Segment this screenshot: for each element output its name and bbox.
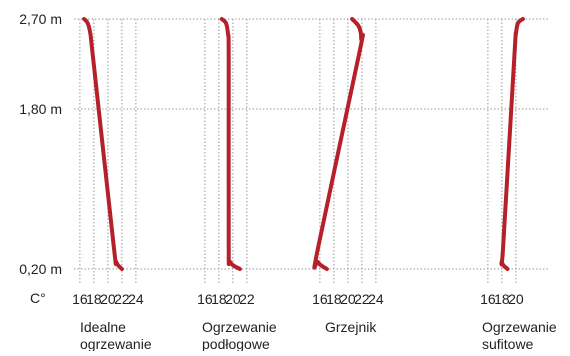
x-tick-label: 16	[312, 291, 328, 307]
temperature-curve-3	[312, 17, 365, 271]
x-tick-label: 20	[225, 291, 241, 307]
x-tick-label: 16	[72, 291, 88, 307]
x-tick-label: 18	[86, 291, 102, 307]
x-tick-label: 22	[354, 291, 370, 307]
x-tick-label: 24	[128, 291, 144, 307]
x-tick-label: 24	[368, 291, 384, 307]
x-tick-label: 20	[508, 291, 524, 307]
unit-label: C°	[30, 290, 46, 306]
panel-label: ogrzewanie	[80, 336, 152, 351]
y-tick-label: 2,70 m	[19, 11, 62, 27]
panel-label: Grzejnik	[325, 319, 377, 335]
panel-label: Idealne	[80, 319, 126, 335]
temperature-curve-1	[82, 17, 124, 271]
temperature-curve-4	[499, 17, 525, 271]
x-tick-label: 18	[494, 291, 510, 307]
panel-label: sufitowe	[482, 336, 534, 351]
x-tick-label: 22	[239, 291, 255, 307]
y-tick-label: 0,20 m	[19, 261, 62, 277]
text-layer: C° 2,70 m1,80 m0,20 m1618202224Idealneog…	[19, 11, 557, 352]
panel-label: podłogowe	[202, 336, 270, 351]
x-tick-label: 20	[340, 291, 356, 307]
x-tick-label: 16	[197, 291, 213, 307]
x-tick-label: 16	[480, 291, 496, 307]
panel-label: Ogrzewanie	[202, 319, 277, 335]
curve-layer	[82, 17, 525, 271]
x-tick-label: 18	[211, 291, 227, 307]
y-tick-label: 1,80 m	[19, 101, 62, 117]
x-tick-label: 22	[114, 291, 130, 307]
grid-layer	[74, 18, 550, 285]
x-tick-label: 20	[100, 291, 116, 307]
panel-label: Ogrzewanie	[482, 319, 557, 335]
temperature-curve-2	[219, 17, 242, 271]
x-tick-label: 18	[326, 291, 342, 307]
